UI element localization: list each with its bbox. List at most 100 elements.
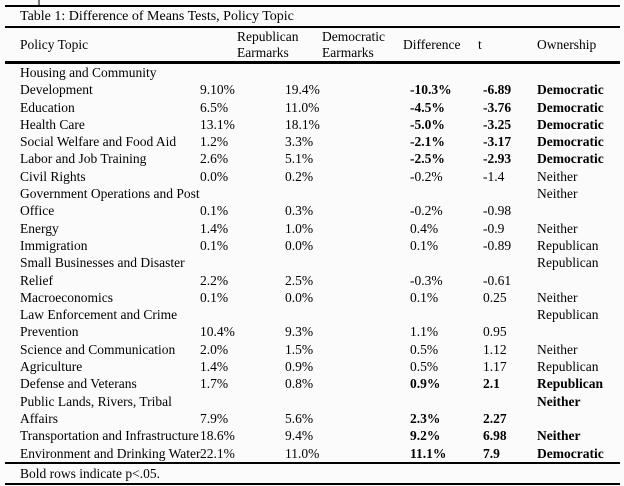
table-row: Labor and Job Training 2.6% 5.1% -2.5% -…	[0, 150, 624, 167]
cell-difference: -2.1%	[410, 134, 445, 150]
cell-democratic-earmarks: 0.9%	[285, 359, 314, 375]
table-body: Housing and Community Development 9.10% …	[0, 64, 624, 462]
cell-t-statistic: -0.61	[483, 272, 512, 288]
cell-ownership: Democratic	[537, 99, 604, 115]
cell-t-statistic: 2.27	[483, 410, 507, 426]
cell-difference: 0.9%	[410, 376, 441, 392]
cell-republican-earmarks: 6.5%	[200, 99, 229, 115]
ruler-tick-artifact	[38, 0, 40, 5]
cell-republican-earmarks: 22.1%	[200, 445, 235, 461]
cell-difference: -5.0%	[410, 116, 445, 132]
cell-ownership: Neither	[537, 289, 578, 305]
cell-republican-earmarks: 2.0%	[200, 341, 229, 357]
header-republican-earmarks: Republican Earmarks	[237, 28, 299, 60]
table-row: Civil Rights 0.0% 0.2% -0.2% -1.4 Neithe…	[0, 168, 624, 185]
cell-difference: -0.2%	[410, 203, 443, 219]
footnote-rule	[5, 461, 620, 464]
cell-democratic-earmarks: 11.0%	[285, 99, 320, 115]
table-row: Housing and Community Development 9.10% …	[0, 64, 624, 99]
cell-democratic-earmarks: 0.8%	[285, 376, 314, 392]
cell-policy-topic: Transportation and Infrastructure	[20, 428, 199, 444]
cell-ownership: Democratic	[537, 445, 604, 461]
cell-t-statistic: 2.1	[483, 376, 500, 392]
cell-ownership: Neither	[537, 186, 578, 202]
cell-t-statistic: -0.89	[483, 237, 512, 253]
cell-republican-earmarks: 0.1%	[200, 203, 229, 219]
header-democratic-earmarks: Democratic Earmarks	[322, 28, 385, 60]
cell-t-statistic: -3.17	[483, 134, 512, 150]
cell-difference: -2.5%	[410, 151, 445, 167]
table-row: Science and Communication 2.0% 1.5% 0.5%…	[0, 341, 624, 358]
cell-t-statistic: -0.98	[483, 203, 512, 219]
cell-ownership: Neither	[537, 168, 578, 184]
table-row: Energy 1.4% 1.0% 0.4% -0.9 Neither	[0, 220, 624, 237]
cell-republican-earmarks: 13.1%	[200, 116, 235, 132]
cell-ownership: Republican	[537, 237, 599, 253]
cell-democratic-earmarks: 0.0%	[285, 237, 314, 253]
table-row: Government Operations and Post Office 0.…	[0, 185, 624, 220]
cell-ownership: Democratic	[537, 151, 604, 167]
cell-t-statistic: -2.93	[483, 151, 512, 167]
cell-policy-topic: Macroeconomics	[20, 289, 113, 305]
cell-democratic-earmarks: 0.0%	[285, 289, 314, 305]
cell-republican-earmarks: 1.4%	[200, 359, 229, 375]
cell-democratic-earmarks: 1.5%	[285, 341, 314, 357]
table-row: Social Welfare and Food Aid 1.2% 3.3% -2…	[0, 133, 624, 150]
table-row: Agriculture 1.4% 0.9% 0.5% 1.17 Republic…	[0, 358, 624, 375]
header-t-statistic: t	[478, 36, 482, 52]
top-rule	[5, 5, 620, 7]
cell-policy-topic: Civil Rights	[20, 168, 86, 184]
cell-difference: -10.3%	[410, 82, 452, 98]
cell-republican-earmarks: 1.4%	[200, 220, 229, 236]
cell-ownership: Democratic	[537, 82, 604, 98]
cell-ownership: Republican	[537, 359, 599, 375]
cell-difference: 0.5%	[410, 359, 439, 375]
table-row: Education 6.5% 11.0% -4.5% -3.76 Democra…	[0, 99, 624, 116]
cell-policy-topic: Housing and Community Development	[20, 65, 157, 98]
table-title: Table 1: Difference of Means Tests, Poli…	[20, 9, 294, 24]
cell-republican-earmarks: 9.10%	[200, 82, 235, 98]
cell-policy-topic: Labor and Job Training	[20, 151, 147, 167]
cell-democratic-earmarks: 19.4%	[285, 82, 320, 98]
cell-t-statistic: 0.95	[483, 324, 507, 340]
table-row: Health Care 13.1% 18.1% -5.0% -3.25 Demo…	[0, 116, 624, 133]
cell-ownership: Republican	[537, 376, 604, 392]
cell-difference: 1.1%	[410, 324, 439, 340]
cell-policy-topic: Law Enforcement and Crime Prevention	[20, 307, 178, 340]
table-header-row: Policy Topic Republican Earmarks Democra…	[0, 28, 624, 61]
cell-t-statistic: 7.9	[483, 445, 500, 461]
table-row: Defense and Veterans 1.7% 0.8% 0.9% 2.1 …	[0, 375, 624, 392]
cell-policy-topic: Environment and Drinking Water	[20, 445, 201, 461]
cell-republican-earmarks: 0.1%	[200, 289, 229, 305]
cell-republican-earmarks: 2.2%	[200, 272, 229, 288]
cell-republican-earmarks: 10.4%	[200, 324, 235, 340]
cell-policy-topic: Defense and Veterans	[20, 376, 137, 392]
header-policy-topic: Policy Topic	[20, 36, 89, 52]
cell-ownership: Neither	[537, 341, 578, 357]
cell-t-statistic: -0.9	[483, 220, 505, 236]
cell-t-statistic: 1.12	[483, 341, 507, 357]
cell-policy-topic: Agriculture	[20, 359, 83, 375]
cell-ownership: Neither	[537, 428, 581, 444]
cell-democratic-earmarks: 11.0%	[285, 445, 320, 461]
cell-ownership: Democratic	[537, 116, 604, 132]
table-row: Environment and Drinking Water 22.1% 11.…	[0, 445, 624, 462]
cell-republican-earmarks: 1.2%	[200, 134, 229, 150]
cell-republican-earmarks: 0.1%	[200, 237, 229, 253]
cell-difference: 0.5%	[410, 341, 439, 357]
table-footnote: Bold rows indicate p<.05.	[20, 465, 160, 481]
cell-difference: 0.1%	[410, 237, 439, 253]
cell-policy-topic: Small Businesses and Disaster Relief	[20, 255, 185, 288]
cell-policy-topic: Public Lands, Rivers, Tribal Affairs	[20, 393, 172, 426]
cell-policy-topic: Science and Communication	[20, 341, 176, 357]
cell-republican-earmarks: 2.6%	[200, 151, 229, 167]
cell-ownership: Neither	[537, 220, 578, 236]
table-row: Public Lands, Rivers, Tribal Affairs 7.9…	[0, 393, 624, 428]
cell-policy-topic: Energy	[20, 220, 59, 236]
table-row: Small Businesses and Disaster Relief 2.2…	[0, 254, 624, 289]
cell-difference: 9.2%	[410, 428, 441, 444]
header-difference: Difference	[403, 36, 461, 52]
cell-republican-earmarks: 18.6%	[200, 428, 235, 444]
cell-ownership: Neither	[537, 393, 581, 409]
cell-t-statistic: 6.98	[483, 428, 507, 444]
